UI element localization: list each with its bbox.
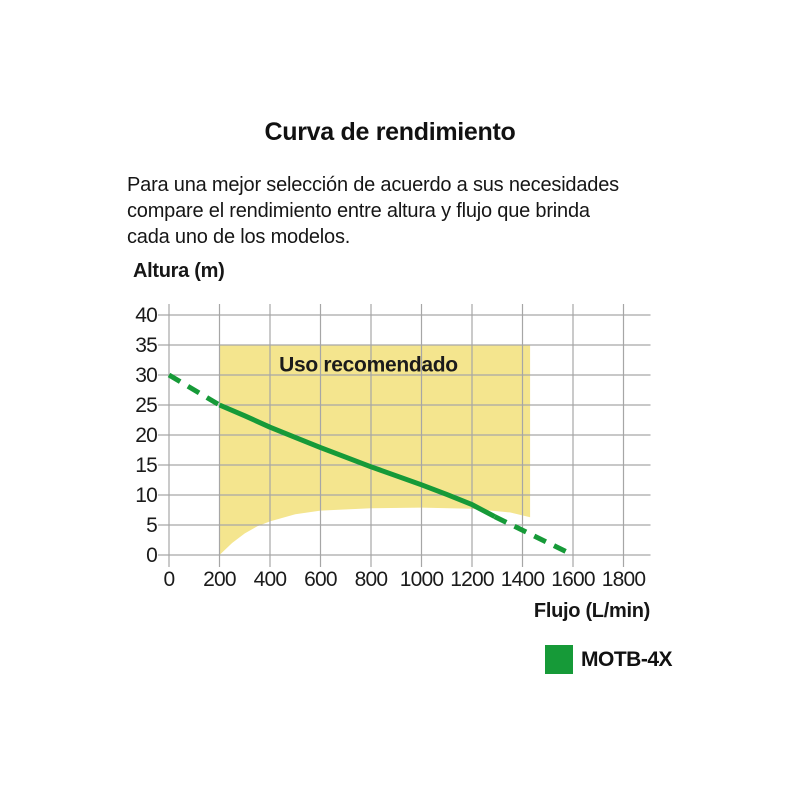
description: Para una mejor selección de acuerdo a su… <box>127 172 619 250</box>
x-tick-label: 1400 <box>501 568 545 591</box>
legend: MOTB-4X <box>545 645 673 674</box>
y-tick-label: 5 <box>146 514 157 537</box>
y-tick-label: 25 <box>135 394 157 417</box>
y-tick-label: 0 <box>146 544 157 567</box>
x-tick-label: 1000 <box>400 568 444 591</box>
description-line: cada uno de los modelos. <box>127 226 351 248</box>
y-tick-label: 30 <box>135 364 157 387</box>
y-tick-label: 15 <box>135 454 157 477</box>
y-axis-title: Altura (m) <box>133 260 225 282</box>
x-tick-label: 400 <box>254 568 287 591</box>
legend-label: MOTB-4X <box>581 647 673 671</box>
page-title: Curva de rendimiento <box>264 118 516 146</box>
recommended-region <box>219 345 531 555</box>
y-tick-label: 35 <box>135 334 157 357</box>
x-tick-label: 800 <box>355 568 388 591</box>
x-tick-label: 600 <box>304 568 337 591</box>
x-axis-title: Flujo (L/min) <box>533 600 650 622</box>
x-tick-label: 0 <box>164 568 175 591</box>
description-line: Para una mejor selección de acuerdo a su… <box>127 174 619 196</box>
recommended-region-label: Uso recomendado <box>279 353 458 376</box>
series-MOTB-4X-solid-segment <box>218 402 496 519</box>
series-MOTB-4X-dashed-segment <box>167 372 221 408</box>
x-tick-label: 1600 <box>551 568 595 591</box>
y-tick-label: 20 <box>135 424 157 447</box>
legend-swatch <box>545 645 573 674</box>
x-tick-label: 200 <box>203 568 236 591</box>
description-line: compare el rendimiento entre altura y fl… <box>127 200 590 222</box>
x-tick-label: 1200 <box>450 568 494 591</box>
y-tick-label: 40 <box>135 304 157 327</box>
series-MOTB-4X-dashed-segment <box>493 514 575 558</box>
y-tick-label: 10 <box>135 484 157 507</box>
x-tick-label: 1800 <box>602 568 646 591</box>
